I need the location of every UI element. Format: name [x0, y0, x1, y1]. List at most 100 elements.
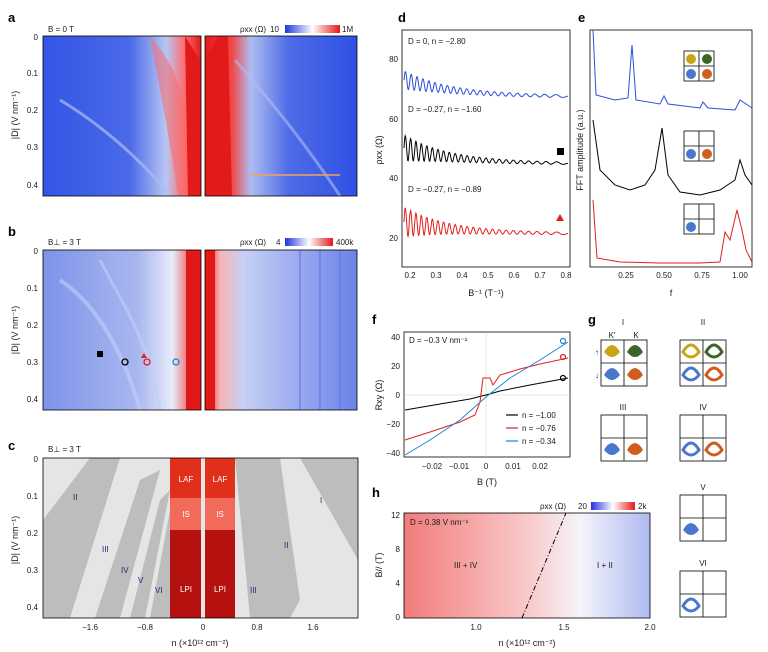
ytick: 4 — [396, 579, 401, 588]
panel-e-xlabel: f — [670, 288, 673, 298]
xtick: 0 — [201, 623, 206, 632]
phase-lpi: LPI — [180, 585, 192, 594]
xtick: 1.5 — [558, 623, 570, 632]
ytick: 0.2 — [27, 106, 39, 115]
panel-a: a B = 0 T ρxx (Ω) 10 1M 0 0.1 0.2 0.3 0.… — [8, 10, 358, 197]
panel-h-ylabel: B// (T) — [374, 553, 384, 578]
panel-d-frame — [401, 29, 571, 268]
fermi-pocket-icon — [686, 149, 696, 159]
fermi-pocket-icon — [702, 54, 712, 64]
panel-h-cb-label: ρxx (Ω) — [540, 502, 566, 511]
panel-c-lpi-left — [170, 530, 201, 618]
xtick: 1.6 — [307, 623, 319, 632]
region-label: V — [138, 576, 144, 585]
region-label: IV — [121, 566, 129, 575]
panel-d-xticks: 0.2 0.3 0.4 0.5 0.6 0.7 0.8 — [404, 271, 572, 280]
panel-b-field: B⊥ = 3 T — [48, 238, 81, 247]
panel-h-colorbar — [591, 502, 635, 510]
panel-e-frame — [589, 29, 753, 268]
panel-h-label: h — [372, 485, 380, 500]
panel-c: c LAF IS LPI LAF IS LPI II III IV V VI I… — [8, 438, 359, 648]
panel-f-ylabel: Rxy (Ω) — [374, 380, 384, 411]
xtick: 0.50 — [656, 271, 672, 280]
xtick: 0.8 — [251, 623, 263, 632]
fermi-pocket-icon — [604, 443, 620, 455]
panel-c-laf-left — [170, 458, 201, 498]
panel-e-label: e — [578, 10, 585, 25]
curve-d-label: D = 0, n = −2.80 — [408, 37, 466, 46]
xtick: 0.02 — [532, 462, 548, 471]
panel-h: h D = 0.38 V nm⁻¹ III + IV I + II ρxx (Ω… — [372, 485, 656, 648]
fermi-pocket-icon — [686, 54, 696, 64]
xtick: 0.75 — [694, 271, 710, 280]
panel-f-label: f — [372, 312, 377, 327]
fermi-state-VI — [679, 570, 727, 618]
fermi-ring-icon — [681, 441, 701, 457]
region-label: III — [102, 545, 109, 554]
fermi-pocket-icon — [686, 69, 696, 79]
curve-d-label: D = −0.27, n = −0.89 — [408, 185, 482, 194]
panel-f-condition: D = −0.3 V nm⁻¹ — [409, 336, 468, 345]
panel-b-map-right — [205, 250, 357, 410]
xtick: 0.25 — [618, 271, 634, 280]
fermi-inset-e-bot — [683, 203, 715, 235]
xtick: 0 — [484, 462, 489, 471]
ytick: 0.2 — [27, 321, 39, 330]
ytick: 0.1 — [27, 69, 39, 78]
ytick: 0.3 — [27, 143, 39, 152]
panel-h-condition: D = 0.38 V nm⁻¹ — [410, 518, 469, 527]
ytick: 0.4 — [27, 181, 39, 190]
panel-g-label: g — [588, 312, 596, 327]
fermi-ring-icon — [681, 597, 701, 613]
legend-entry: n = −1.00 — [522, 411, 556, 420]
ytick: 20 — [389, 234, 398, 243]
fermi-pocket-icon — [683, 523, 699, 535]
panel-h-xticks: 1.0 1.5 2.0 — [470, 623, 656, 632]
fermi-inset-e-mid — [683, 130, 715, 162]
panel-c-lpi-right — [205, 530, 235, 618]
xtick: 0.8 — [560, 271, 572, 280]
panel-b-label: b — [8, 224, 16, 239]
phase-lpi: LPI — [214, 585, 226, 594]
fermi-state-IV — [679, 414, 727, 462]
xtick: −0.01 — [449, 462, 470, 471]
panel-c-label: c — [8, 438, 15, 453]
xtick: 0.6 — [508, 271, 520, 280]
fermi-state-V — [679, 494, 727, 542]
panel-h-cb-max: 2k — [638, 502, 647, 511]
xtick: 2.0 — [644, 623, 656, 632]
xtick: 0.5 — [482, 271, 494, 280]
panel-d-xlabel: B⁻¹ (T⁻¹) — [468, 288, 504, 298]
panel-f: f D = −0.3 V nm⁻¹ n = −1.00 n = −0.76 n … — [372, 312, 571, 487]
panel-h-boundary — [521, 512, 567, 619]
panel-f-frame — [403, 331, 571, 458]
ytick: 0.3 — [27, 358, 39, 367]
ytick: 0.3 — [27, 566, 39, 575]
xtick: 1.0 — [470, 623, 482, 632]
xtick: 0.2 — [404, 271, 416, 280]
xtick: −1.6 — [82, 623, 98, 632]
ytick: 20 — [391, 362, 400, 371]
xtick: −0.02 — [422, 462, 443, 471]
phase-laf: LAF — [213, 475, 228, 484]
spin-down-icon: ↓ — [595, 371, 599, 380]
panel-g: g I K′ K ↑ ↓ II III — [588, 312, 727, 618]
fermi-ring-icon — [681, 343, 701, 359]
curve-d-label: D = −0.27, n = −1.60 — [408, 105, 482, 114]
region-label: I + II — [597, 561, 613, 570]
panel-e: e 0.25 0.50 0.75 1.00 f FFT amplitude (a… — [575, 10, 753, 298]
panel-c-xlabel: n (×10¹² cm⁻²) — [171, 638, 228, 648]
fermi-pocket-icon — [604, 368, 620, 380]
marker-circle-black — [121, 358, 129, 366]
xtick: 0.01 — [505, 462, 521, 471]
state-label: VI — [699, 559, 707, 568]
fermi-inset-e-top — [683, 50, 715, 82]
panel-a-colorbar — [285, 25, 340, 33]
panel-a-cb-label: ρxx (Ω) — [240, 25, 266, 34]
panel-h-yticks: 12 8 4 0 — [391, 511, 400, 622]
marker-triangle — [141, 353, 147, 358]
panel-f-yticks: 40 20 0 −20 −40 — [386, 333, 400, 458]
state-label: I — [622, 318, 624, 327]
panel-a-cb-max: 1M — [342, 25, 353, 34]
